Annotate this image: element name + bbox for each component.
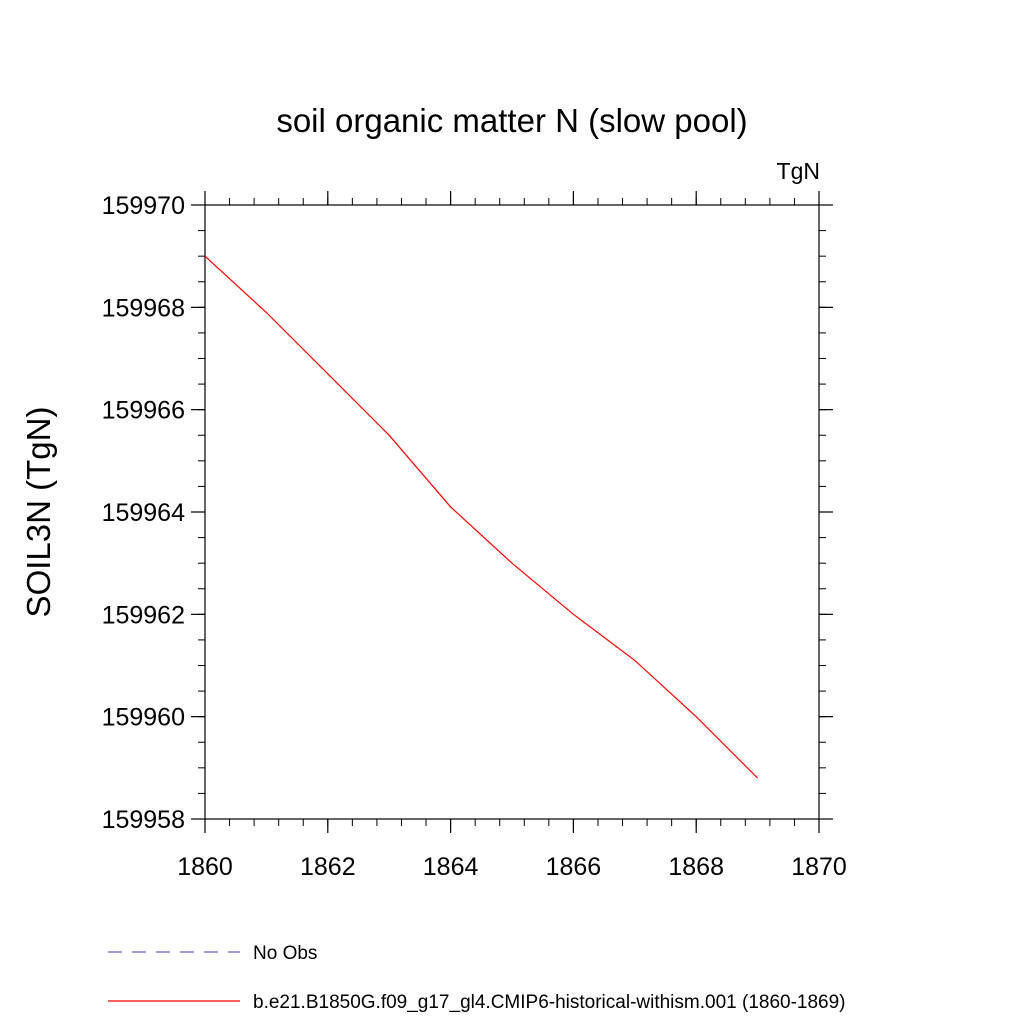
y-tick-label: 159960 (102, 704, 185, 732)
series-line-1 (204, 255, 759, 779)
y-tick-label: 159958 (102, 806, 185, 834)
x-tick-label: 1868 (668, 853, 724, 881)
y-tick-label: 159970 (102, 192, 185, 220)
legend-label-0: No Obs (253, 943, 317, 964)
y-tick-label: 159964 (102, 499, 186, 527)
axis-ticks: 1860 1862 1864 1866 1868 1870 159958 159960 1599… (102, 191, 847, 881)
series-layer (204, 255, 759, 779)
units-label: TgN (777, 158, 820, 184)
plot-frame (204, 204, 820, 820)
legend: No Obs b.e21.B1850G.f09_g17_gl4.CMIP6-his… (108, 943, 846, 1013)
x-tick-label: 1862 (300, 853, 356, 881)
y-tick-label: 159968 (102, 294, 185, 322)
legend-label-1: b.e21.B1850G.f09_g17_gl4.CMIP6-historica… (253, 992, 846, 1013)
y-tick-label: 159962 (102, 601, 185, 629)
chart-title: soil organic matter N (slow pool) (276, 102, 747, 139)
x-tick-label: 1864 (423, 853, 479, 881)
x-tick-label: 1860 (177, 853, 233, 881)
y-tick-label: 159966 (102, 397, 185, 425)
y-axis-label: SOIL3N (TgN) (20, 407, 57, 618)
x-tick-label: 1866 (546, 853, 602, 881)
x-tick-label: 1870 (791, 853, 847, 881)
